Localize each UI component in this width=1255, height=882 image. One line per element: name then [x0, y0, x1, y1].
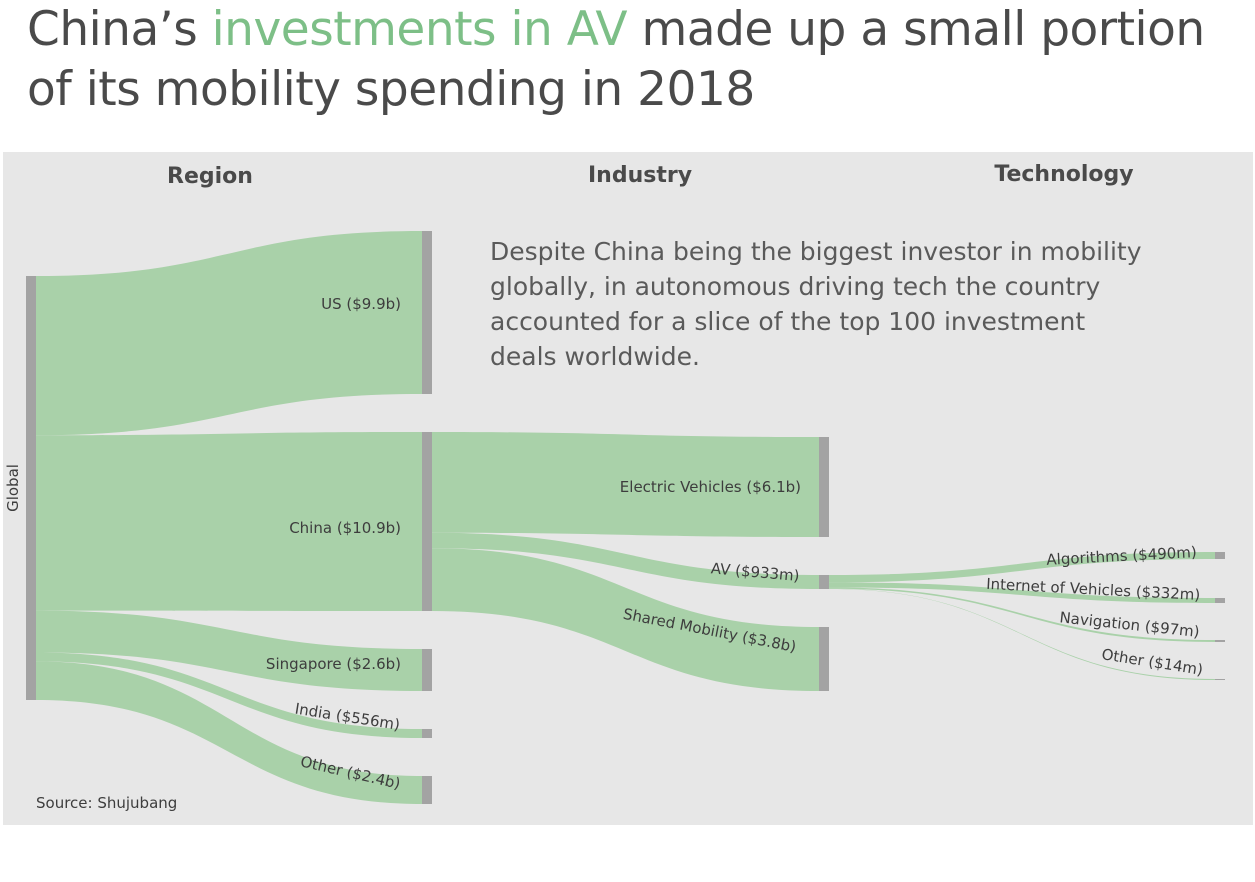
flow-china-to-ev	[432, 432, 819, 537]
title-part-2: made up a small portion of its mobility …	[27, 2, 1205, 117]
node-bar-av	[819, 575, 829, 589]
flow-av-to-iov	[829, 582, 1215, 603]
column-header-technology: Technology	[994, 162, 1133, 187]
node-bar-global	[26, 276, 36, 700]
node-label-china: China ($10.9b)	[289, 519, 401, 537]
node-bar-singapore	[422, 649, 432, 691]
node-bar-ev	[819, 437, 829, 537]
flow-china-to-shared	[432, 548, 819, 691]
title-highlight: investments in AV	[211, 2, 628, 57]
node-bar-other_region	[422, 776, 432, 804]
node-bar-india	[422, 729, 432, 738]
flow-global-to-india	[36, 652, 422, 738]
node-label-us: US ($9.9b)	[321, 295, 401, 313]
node-label-algorithms: Algorithms ($490m)	[1046, 543, 1197, 569]
annotation-line-4: deals worldwide.	[490, 342, 700, 371]
node-bar-china	[422, 432, 432, 611]
flows-layer	[36, 231, 1215, 804]
annotation-line-2: globally, in autonomous driving tech the…	[490, 272, 1100, 301]
flow-global-to-other_region	[36, 661, 422, 804]
node-label-ev: Electric Vehicles ($6.1b)	[620, 478, 801, 496]
column-header-region: Region	[167, 164, 253, 189]
node-bar-shared	[819, 627, 829, 691]
node-bar-navigation	[1215, 640, 1225, 642]
annotation-line-1: Despite China being the biggest investor…	[490, 237, 1142, 266]
flow-global-to-us	[36, 231, 422, 436]
source-note: Source: Shujubang	[36, 794, 177, 812]
column-header-industry: Industry	[588, 163, 692, 188]
chart-panel: Region Industry Technology Despite China…	[3, 152, 1253, 825]
flow-china-to-av	[432, 532, 819, 589]
nodes-layer	[26, 231, 1225, 804]
title-part-1: China’s	[27, 2, 212, 57]
flow-global-to-china	[36, 432, 422, 611]
node-label-global: Global	[4, 464, 22, 512]
chart-title: China’s investments in AV made up a smal…	[27, 0, 1227, 120]
flow-av-to-algorithms	[829, 552, 1215, 583]
node-bar-iov	[1215, 598, 1225, 603]
annotation-line-3: accounted for a slice of the top 100 inv…	[490, 307, 1085, 336]
sankey-chart: Region Industry Technology Despite China…	[4, 162, 1225, 812]
flow-global-to-singapore	[36, 610, 422, 691]
node-label-other_tech: Other ($14m)	[1100, 645, 1204, 679]
node-label-singapore: Singapore ($2.6b)	[266, 655, 401, 673]
node-bar-other_tech	[1215, 679, 1225, 680]
node-bar-algorithms	[1215, 552, 1225, 559]
flow-av-to-navigation	[829, 587, 1215, 642]
flow-av-to-other_tech	[829, 588, 1215, 680]
node-bar-us	[422, 231, 432, 394]
